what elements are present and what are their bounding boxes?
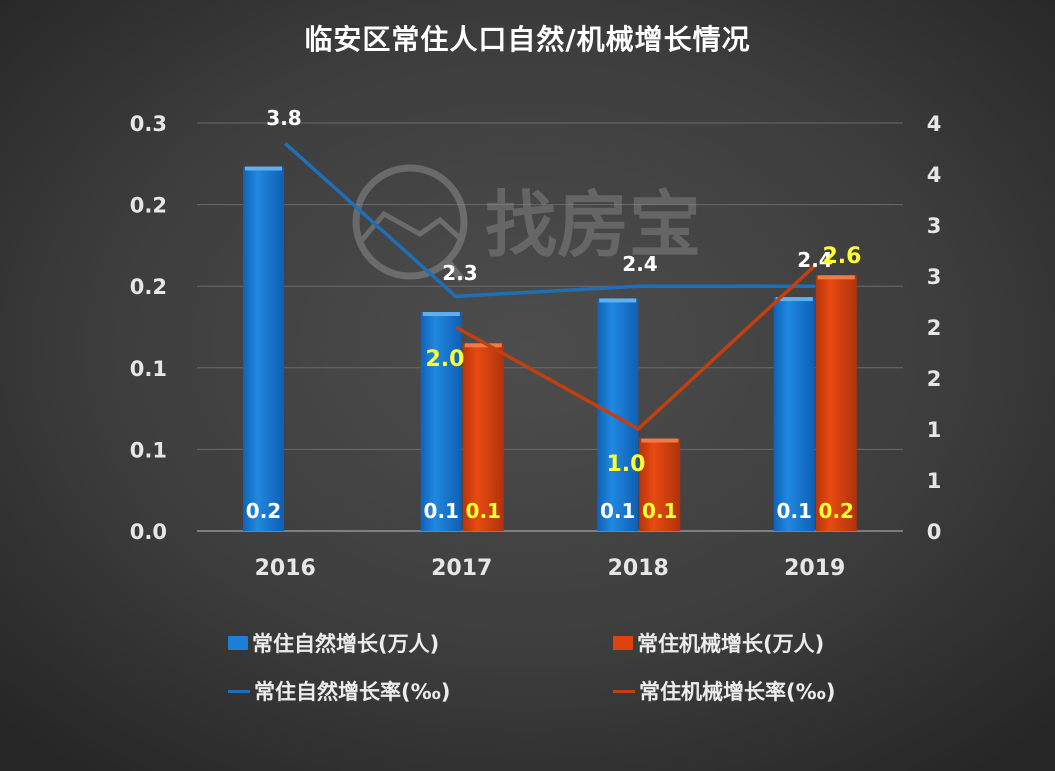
bar-bevel bbox=[817, 275, 855, 280]
legend-item-natural-growth[interactable]: 常住自然增长(万人) bbox=[228, 628, 613, 658]
bar-data-label: 0.1 bbox=[424, 499, 459, 523]
bar[interactable] bbox=[243, 166, 284, 531]
bars bbox=[243, 166, 857, 531]
line-data-label: 2.3 bbox=[442, 261, 477, 285]
watermark: 找房宝 bbox=[352, 164, 701, 283]
legend-swatch-blue-line bbox=[228, 689, 250, 693]
bar-data-label: 0.1 bbox=[600, 499, 635, 523]
bar-data-label: 0.1 bbox=[642, 499, 677, 523]
bar-data-label: 0.1 bbox=[777, 499, 812, 523]
x-axis-tick: 2016 bbox=[255, 556, 316, 581]
left-axis-tick: 0.2 bbox=[130, 275, 167, 299]
bar[interactable] bbox=[597, 298, 639, 531]
bar-bevel bbox=[599, 298, 637, 303]
bar-data-label: 0.1 bbox=[466, 499, 501, 523]
bar-bevel bbox=[775, 297, 813, 302]
right-axis-tick: 4 bbox=[927, 163, 942, 187]
line-data-label: 2.6 bbox=[823, 244, 862, 269]
right-axis-tick: 0 bbox=[927, 520, 942, 544]
bar[interactable] bbox=[462, 343, 504, 531]
right-axis-tick: 2 bbox=[927, 367, 942, 391]
line-data-label: 2.4 bbox=[622, 252, 657, 276]
right-axis-tick: 3 bbox=[927, 265, 942, 289]
right-axis-tick: 3 bbox=[927, 214, 942, 238]
bar[interactable] bbox=[420, 312, 462, 531]
right-axis-tick: 4 bbox=[927, 112, 942, 136]
left-axis-tick: 0.2 bbox=[130, 194, 167, 218]
line-series[interactable] bbox=[284, 142, 815, 299]
left-axis-tick: 0.0 bbox=[130, 520, 167, 544]
line-data-label: 2.4 bbox=[797, 248, 832, 272]
line-data-label: 2.0 bbox=[426, 347, 465, 372]
legend-item-natural-growth-rate[interactable]: 常住自然增长率(‰) bbox=[228, 676, 613, 706]
bar[interactable] bbox=[773, 297, 815, 531]
legend-item-mechanical-growth-rate[interactable]: 常住机械增长率(‰) bbox=[613, 676, 868, 706]
bar-data-label: 0.2 bbox=[819, 499, 854, 523]
legend: 常住自然增长(万人) 常住机械增长(万人) 常住自然增长率(‰) 常住机械增长率… bbox=[228, 628, 868, 706]
line-data-label: 1.0 bbox=[607, 452, 646, 477]
x-axis-tick: 2018 bbox=[608, 556, 669, 581]
data-labels: 0.2 0.1 0.1 0.1 0.1 0.1 0.2 3.8 2.3 2.4 2.4 2.0 1.0 2… bbox=[246, 106, 862, 523]
axes: 0.3 0.2 0.2 0.1 0.1 0.0 4 4 3 3 2 2 1 1 0 2016 2017 2018 2… bbox=[130, 112, 942, 581]
watermark-text: 找房宝 bbox=[485, 183, 701, 267]
bar-bevel bbox=[641, 438, 679, 443]
bar-data-label: 0.2 bbox=[246, 499, 281, 523]
bar-bevel bbox=[245, 166, 282, 171]
bar[interactable] bbox=[815, 275, 857, 531]
x-axis-tick: 2017 bbox=[431, 556, 492, 581]
left-axis-tick: 0.1 bbox=[130, 357, 167, 381]
left-axis-tick: 0.1 bbox=[130, 438, 167, 462]
lines bbox=[284, 142, 816, 432]
x-axis-tick: 2019 bbox=[784, 556, 845, 581]
line-series[interactable] bbox=[454, 264, 816, 432]
right-axis-tick: 1 bbox=[927, 418, 942, 442]
legend-item-mechanical-growth[interactable]: 常住机械增长(万人) bbox=[613, 628, 868, 658]
bar-bevel bbox=[464, 343, 502, 348]
legend-swatch-orange-line bbox=[613, 689, 635, 693]
chart-title: 临安区常住人口自然/机械增长情况 bbox=[304, 23, 751, 56]
legend-swatch-orange-box bbox=[613, 636, 633, 650]
left-axis-tick: 0.3 bbox=[130, 112, 167, 136]
right-axis-tick: 2 bbox=[927, 316, 942, 340]
bar-bevel bbox=[422, 312, 460, 317]
bar[interactable] bbox=[639, 438, 681, 531]
watermark-logo-icon bbox=[352, 164, 468, 280]
legend-swatch-blue-box bbox=[228, 636, 248, 650]
right-axis-tick: 1 bbox=[927, 469, 942, 493]
line-data-label: 3.8 bbox=[266, 106, 301, 130]
